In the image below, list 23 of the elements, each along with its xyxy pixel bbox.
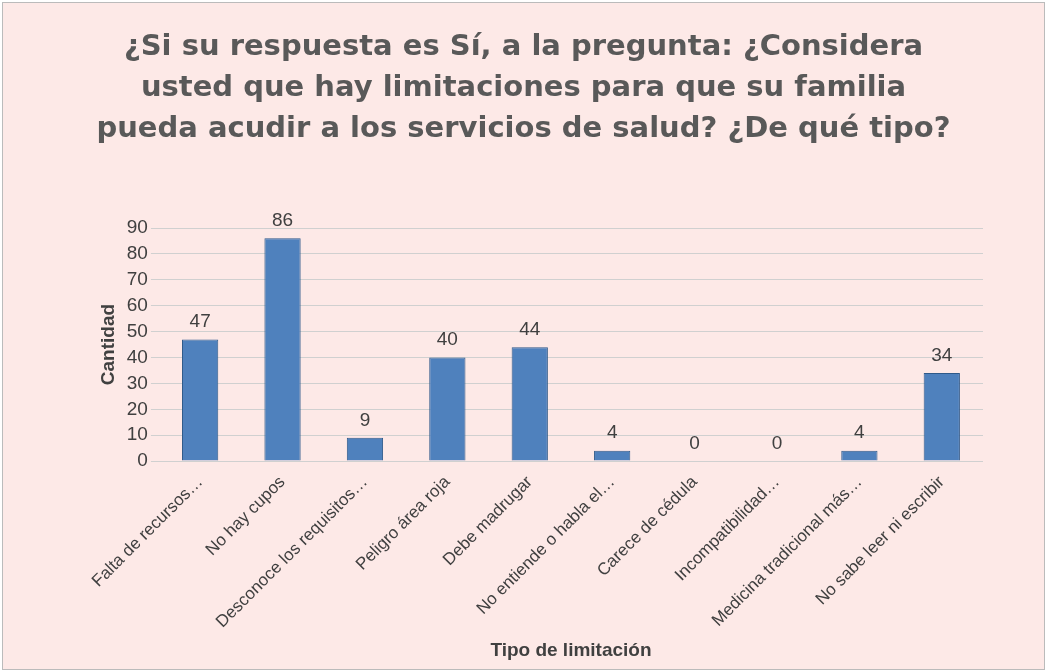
y-tick-label: 80 — [126, 242, 148, 264]
data-label: 9 — [359, 408, 371, 430]
data-label: 47 — [189, 310, 211, 332]
y-tick-label: 90 — [126, 216, 148, 238]
data-label: 44 — [519, 317, 541, 339]
data-label: 40 — [436, 328, 458, 350]
chart-title: ¿Si su respuesta es Sí, a la pregunta: ¿Considera usted que hay limitaciones para que su familia pueda acudir a los servicios de salud? ¿De qué tipo? — [95, 27, 952, 146]
y-axis-title: Cantidad — [96, 303, 118, 386]
data-label: 0 — [689, 431, 700, 453]
data-label: 4 — [854, 421, 866, 443]
y-tick-label: 0 — [137, 449, 148, 471]
data-label: 86 — [271, 209, 294, 231]
data-label: 0 — [771, 431, 783, 453]
y-tick-label: 30 — [126, 371, 148, 393]
y-tick-label: 10 — [126, 423, 148, 445]
data-label: 4 — [606, 421, 618, 443]
y-tick-label: 50 — [126, 319, 148, 341]
y-tick-label: 70 — [126, 268, 148, 290]
y-tick-label: 60 — [126, 293, 148, 315]
y-tick-label: 20 — [126, 397, 148, 419]
data-label: 34 — [931, 343, 953, 365]
x-axis-title: Tipo de limitación — [490, 638, 652, 660]
y-tick-label: 40 — [126, 345, 148, 367]
